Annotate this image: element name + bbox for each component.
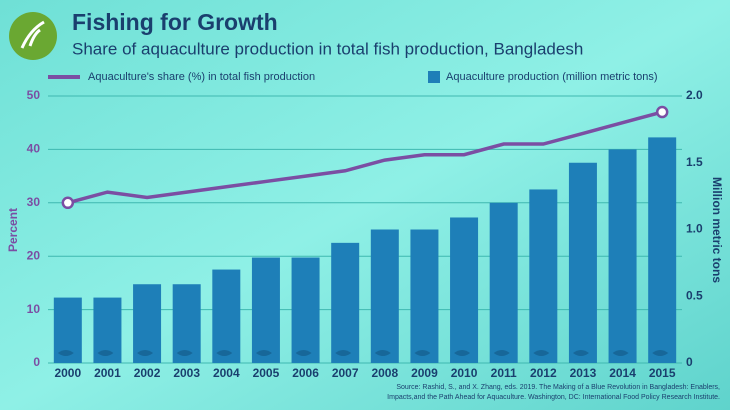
bar <box>489 202 518 363</box>
bar-fish <box>612 350 629 356</box>
bar <box>370 229 399 363</box>
logo-mark <box>20 20 45 49</box>
y2-tick-label: 1.0 <box>686 222 703 236</box>
y-tick-label: 50 <box>27 88 41 102</box>
x-tick-label: 2001 <box>94 366 121 380</box>
bar <box>529 189 558 363</box>
bar-fish <box>335 350 352 356</box>
x-tick-label: 2005 <box>253 366 280 380</box>
chart-title: Fishing for Growth <box>72 9 278 35</box>
bar <box>291 257 320 363</box>
x-tick-label: 2014 <box>609 366 636 380</box>
x-tick-label: 2006 <box>292 366 319 380</box>
bar <box>608 149 637 363</box>
bar <box>648 137 677 363</box>
y-axis-title: Percent <box>6 208 20 252</box>
bar <box>133 284 162 363</box>
bar-fish <box>652 350 669 356</box>
bar <box>172 284 201 363</box>
bar <box>331 242 360 363</box>
bar <box>212 269 241 363</box>
line <box>67 110 663 205</box>
chart-subtitle: Share of aquaculture production in total… <box>72 39 583 58</box>
y-tick-label: 30 <box>27 195 41 209</box>
bar-fish <box>454 350 471 356</box>
bar-fish <box>374 350 391 356</box>
x-tick-label: 2010 <box>451 366 478 380</box>
y-tick-label: 20 <box>27 248 41 262</box>
bar <box>568 162 597 363</box>
x-tick-label: 2009 <box>411 366 438 380</box>
bar-fish <box>493 350 510 356</box>
x-tick-label: 2008 <box>371 366 398 380</box>
line-endpoint <box>61 196 75 210</box>
x-tick-label: 2012 <box>530 366 557 380</box>
bar <box>251 257 280 363</box>
source-note: Impacts,and the Path Ahead for Aquacultu… <box>387 394 720 401</box>
bar-fish <box>572 350 589 356</box>
bar-fish <box>216 350 233 356</box>
x-tick-label: 2015 <box>649 366 676 380</box>
bar-fish <box>57 350 74 356</box>
y-tick-label: 0 <box>33 355 40 369</box>
line-endpoint <box>655 105 669 119</box>
y-tick-label: 10 <box>27 302 41 316</box>
y2-axis-title: Million metric tons <box>710 177 724 283</box>
bar-fish <box>414 350 431 356</box>
x-tick-label: 2004 <box>213 366 240 380</box>
x-tick-label: 2007 <box>332 366 359 380</box>
x-tick-label: 2011 <box>491 366 517 380</box>
legend-swatch <box>428 71 440 83</box>
y2-tick-label: 1.5 <box>686 155 703 169</box>
x-tick-label: 2013 <box>570 366 597 380</box>
bar-fish <box>97 350 114 356</box>
y-tick-label: 40 <box>27 142 41 156</box>
bar <box>410 229 439 363</box>
bar-fish <box>137 350 154 356</box>
x-tick-label: 2000 <box>54 366 81 380</box>
legend-label: Aquaculture's share (%) in total fish pr… <box>88 71 315 83</box>
x-tick-label: 2003 <box>173 366 200 380</box>
legend-label: Aquaculture production (million metric t… <box>446 71 658 83</box>
y2-tick-label: 0.5 <box>686 288 703 302</box>
source-note: Source: Rashid, S., and X. Zhang, eds. 2… <box>396 384 720 391</box>
y2-tick-label: 0 <box>686 355 693 369</box>
bar <box>450 217 479 363</box>
bar-fish <box>295 350 312 356</box>
x-tick-label: 2002 <box>134 366 161 380</box>
bar-fish <box>176 350 193 356</box>
bar-fish <box>255 350 272 356</box>
bar-fish <box>533 350 550 356</box>
y2-tick-label: 2.0 <box>686 88 703 102</box>
